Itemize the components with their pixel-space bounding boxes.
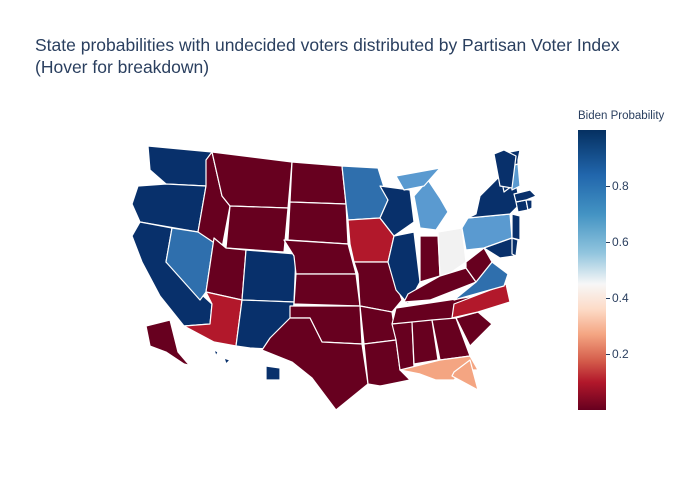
colorbar-tick-label: 0.6 xyxy=(612,235,629,249)
colorbar xyxy=(578,130,606,410)
state-ak[interactable] xyxy=(145,319,201,369)
colorbar-tick-label: 0.4 xyxy=(612,291,629,305)
state-oh[interactable] xyxy=(437,227,467,277)
state-nd[interactable] xyxy=(289,161,347,205)
colorbar-tick-label: 0.8 xyxy=(612,179,629,193)
state-me2[interactable] xyxy=(493,149,517,189)
chart-title-line-2: (Hover for breakdown) xyxy=(35,57,210,77)
colorbar-tick-mark xyxy=(606,242,610,243)
state-il[interactable] xyxy=(387,231,421,305)
state-va[interactable] xyxy=(453,261,509,301)
state-co[interactable] xyxy=(241,249,297,303)
state-ma[interactable] xyxy=(513,189,537,203)
state-de[interactable] xyxy=(511,237,519,257)
state-hi1[interactable] xyxy=(213,349,219,357)
colorbar-tick-mark xyxy=(606,186,610,187)
colorbar-tick-mark xyxy=(606,298,610,299)
state-fl-p[interactable] xyxy=(451,359,479,391)
state-wy[interactable] xyxy=(225,205,289,253)
state-wa[interactable] xyxy=(147,145,213,187)
colorbar-tick-label: 0.2 xyxy=(612,347,629,361)
state-mi-up[interactable] xyxy=(395,167,441,191)
state-ri[interactable] xyxy=(525,199,533,211)
state-tx[interactable] xyxy=(261,317,369,411)
state-hi3[interactable] xyxy=(265,365,281,381)
state-wv[interactable] xyxy=(465,247,493,283)
state-mn[interactable] xyxy=(341,165,389,221)
state-md[interactable] xyxy=(483,237,515,259)
state-nj[interactable] xyxy=(511,213,521,241)
state-ar[interactable] xyxy=(359,305,397,345)
chart-title: State probabilities with undecided voter… xyxy=(35,34,620,78)
chart-title-line-1: State probabilities with undecided voter… xyxy=(35,35,620,55)
colorbar-title: Biden Probability xyxy=(578,110,665,122)
state-sd[interactable] xyxy=(287,201,349,245)
state-ks[interactable] xyxy=(293,273,361,307)
state-hi2[interactable] xyxy=(223,357,231,365)
state-in[interactable] xyxy=(419,235,441,283)
colorbar-tick-mark xyxy=(606,354,610,355)
